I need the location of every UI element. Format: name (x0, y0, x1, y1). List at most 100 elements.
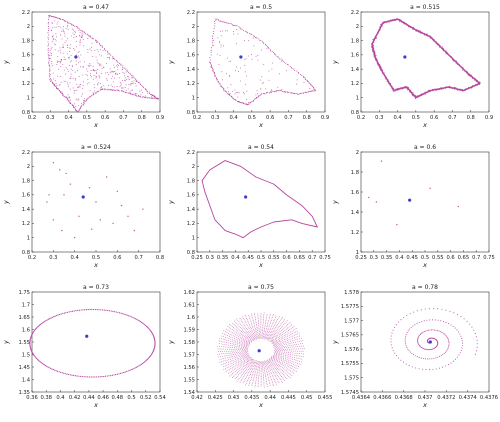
data-point (236, 91, 238, 93)
data-point (444, 334, 447, 336)
data-point (297, 355, 299, 357)
data-point (106, 89, 108, 91)
data-point (242, 335, 244, 336)
data-point (244, 347, 246, 349)
data-point (151, 331, 153, 334)
data-point (77, 309, 79, 312)
data-point (238, 371, 240, 373)
x-axis-label: x (93, 121, 98, 129)
data-point (100, 86, 102, 88)
y-tick-label: 0.8 (22, 110, 30, 116)
data-point (247, 369, 249, 370)
data-point (271, 380, 273, 382)
data-point (292, 356, 294, 358)
data-point (249, 32, 251, 34)
data-point (52, 219, 55, 221)
y-tick-label: 1.8 (187, 178, 195, 184)
data-point (409, 351, 411, 353)
data-point (247, 353, 249, 355)
data-point (270, 336, 272, 338)
data-point (144, 360, 147, 362)
data-point (275, 315, 277, 317)
data-point (60, 92, 63, 94)
data-point (280, 380, 282, 382)
data-point (242, 355, 244, 356)
y-tick-label: 1.35 (18, 390, 30, 396)
data-point (127, 78, 129, 80)
data-point (287, 92, 289, 94)
data-point (121, 372, 123, 374)
data-point (62, 312, 64, 315)
data-point (274, 380, 276, 382)
data-point (284, 348, 286, 350)
data-point (78, 30, 80, 32)
data-point (273, 369, 275, 371)
data-point (222, 21, 224, 23)
data-point (296, 350, 298, 352)
data-point (228, 369, 230, 371)
data-point (425, 330, 427, 332)
data-point (47, 32, 49, 34)
data-point (272, 382, 273, 383)
data-point (246, 381, 248, 383)
data-point (263, 312, 265, 314)
data-point (99, 219, 101, 221)
data-point (145, 89, 148, 91)
data-point (282, 369, 283, 371)
data-point (276, 362, 278, 364)
data-point (247, 357, 249, 359)
plot-frame (360, 151, 490, 253)
data-point (293, 352, 295, 354)
data-point (29, 346, 31, 349)
data-point (217, 348, 219, 350)
data-point (276, 320, 278, 322)
data-point (461, 340, 463, 342)
y-axis-label: y (331, 200, 339, 205)
data-point (227, 22, 230, 24)
data-point (29, 347, 32, 349)
data-point (239, 327, 241, 328)
data-point (69, 44, 71, 46)
x-tick-label: 0.25 (191, 255, 203, 261)
data-point (230, 368, 232, 370)
data-point (143, 96, 145, 98)
data-point (66, 97, 68, 99)
data-point (230, 331, 232, 333)
data-point (228, 75, 230, 77)
data-point (278, 90, 280, 92)
data-point (261, 334, 263, 336)
data-point (258, 368, 260, 370)
data-point (215, 78, 217, 80)
data-point (60, 18, 62, 20)
data-point (122, 67, 124, 69)
data-point (210, 51, 212, 53)
data-point (100, 309, 102, 311)
data-point (110, 88, 112, 91)
data-point (255, 329, 257, 331)
data-point (227, 370, 229, 372)
data-point (275, 90, 277, 92)
data-point (93, 38, 95, 40)
data-point (277, 342, 279, 344)
data-point (246, 90, 248, 92)
data-point (260, 337, 262, 338)
data-point (225, 357, 226, 359)
data-point (268, 318, 270, 320)
data-point (154, 96, 156, 98)
data-point (255, 320, 257, 322)
data-point (238, 367, 240, 369)
x-tick-label: 0.6 (430, 115, 438, 121)
data-point (279, 336, 281, 338)
data-point (53, 84, 55, 86)
data-point (63, 30, 65, 32)
data-point (263, 315, 265, 317)
data-point (51, 368, 53, 370)
data-point (32, 353, 34, 355)
data-point (244, 71, 246, 73)
data-point (70, 35, 72, 37)
data-point (29, 345, 31, 348)
data-point (296, 365, 298, 367)
data-point (210, 54, 212, 56)
x-tick-label: 0.2 (28, 255, 36, 261)
data-point (288, 366, 290, 368)
